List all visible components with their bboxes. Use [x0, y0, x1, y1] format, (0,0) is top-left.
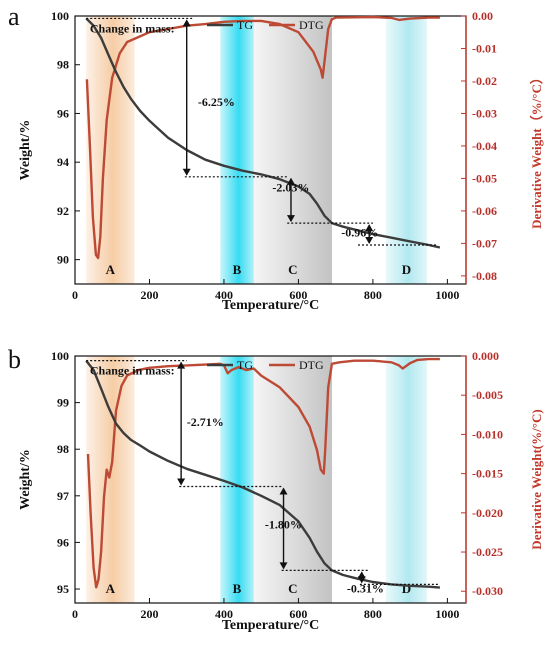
y-tick-label: 90	[57, 253, 69, 267]
arrow-head-up	[365, 224, 374, 232]
region-c	[253, 16, 332, 284]
y2-tick-label: -0.025	[472, 545, 503, 559]
y2-tick-label: -0.05	[472, 171, 497, 185]
y-tick-label: 100	[51, 9, 69, 23]
y-axis-title: Weight/%	[18, 449, 33, 510]
y-tick-label: 96	[57, 535, 69, 549]
arrow-head-up	[286, 177, 295, 185]
y-tick-label: 98	[57, 442, 69, 456]
x-tick-label: 200	[140, 607, 158, 621]
x-tick-label: 800	[364, 607, 382, 621]
dtg-series-line	[86, 357, 440, 589]
y-tick-label: 92	[57, 204, 69, 218]
region-label-d: D	[402, 262, 411, 277]
tg-series-line	[85, 359, 440, 589]
y-tick-label: 98	[57, 58, 69, 72]
y2-tick-label: -0.010	[472, 427, 503, 441]
y2-axis-title: Derivative Weight（%/°C）	[529, 71, 544, 229]
change-in-mass-label: Change in mass:	[90, 21, 175, 35]
mass-change-label: -0.31%	[347, 581, 384, 595]
region-label-c: C	[288, 262, 297, 277]
y2-tick-label: -0.020	[472, 506, 503, 520]
mass-change-label: -0.96%	[341, 225, 378, 239]
arrow-head-up	[182, 19, 191, 27]
arrow-head-down	[357, 576, 366, 584]
y2-tick-label: -0.04	[472, 139, 497, 153]
dtg-series-line	[85, 15, 440, 260]
arrow-head-down	[279, 562, 288, 570]
y2-tick-label: -0.005	[472, 388, 503, 402]
region-label-a: A	[106, 262, 116, 277]
change-in-mass-label: Change in mass:	[90, 364, 175, 378]
y2-tick-label: 0.000	[472, 349, 499, 363]
legend-dtg-label: DTG	[299, 18, 324, 32]
legend-dtg-label: DTG	[299, 358, 324, 372]
y-axis-title: Weight/%	[18, 120, 33, 181]
arrow-head-down	[182, 168, 191, 176]
panel-letter: a	[8, 2, 20, 31]
y-tick-label: 97	[57, 489, 69, 503]
x-tick-label: 400	[215, 607, 233, 621]
y-tick-label: 99	[57, 396, 69, 410]
mass-change-label: -2.03%	[272, 180, 309, 194]
y2-tick-label: -0.030	[472, 584, 503, 598]
region-c	[253, 356, 332, 603]
mass-change-label: -1.80%	[265, 517, 302, 531]
arrow-head-down	[365, 237, 374, 245]
y-tick-label: 95	[57, 582, 69, 596]
x-tick-label: 1000	[435, 607, 459, 621]
region-label-a: A	[106, 581, 116, 596]
y2-axis-title: Derivative Weight(%/°C)	[529, 409, 544, 549]
y2-tick-label: -0.06	[472, 204, 497, 218]
y2-tick-label: -0.01	[472, 41, 497, 55]
arrow-head-down	[286, 215, 295, 223]
arrow-head-down	[177, 478, 186, 486]
x-tick-label: 0	[72, 288, 78, 302]
x-tick-label: 1000	[435, 288, 459, 302]
legend-tg-label: TG	[237, 358, 253, 372]
region-label-c: C	[288, 581, 297, 596]
y2-tick-label: -0.08	[472, 269, 497, 283]
x-tick-label: 600	[289, 607, 307, 621]
region-label-b: B	[233, 581, 242, 596]
x-tick-label: 0	[72, 607, 78, 621]
x-axis-title: Temperature/°C	[222, 618, 319, 633]
panel-b: A B C D 0 200 400 600 800 1000 95 96 97 98 99 100 0.000 -…	[8, 345, 544, 633]
x-tick-label: 400	[215, 288, 233, 302]
arrow-head-up	[279, 487, 288, 495]
region-d	[385, 16, 427, 284]
y2-tick-label: 0.00	[472, 9, 493, 23]
region-b	[220, 356, 254, 603]
y-tick-label: 100	[51, 349, 69, 363]
y-tick-label: 94	[57, 155, 69, 169]
y2-tick-label: -0.07	[472, 236, 497, 250]
region-b	[220, 16, 254, 284]
tg-series-line	[85, 17, 441, 249]
arrow-head-up	[177, 361, 186, 369]
region-d	[385, 356, 427, 603]
mass-change-label: -2.71%	[187, 415, 224, 429]
x-tick-label: 800	[364, 288, 382, 302]
region-label-d: D	[402, 581, 411, 596]
y2-tick-label: -0.015	[472, 467, 503, 481]
panel-a: A B C D 0 200 400 600 800 1000 90 92 94 96 98 100 0.00 -0…	[8, 2, 544, 313]
panel-letter: b	[8, 345, 21, 374]
y2-tick-label: -0.02	[472, 74, 497, 88]
x-axis-title: Temperature/°C	[222, 298, 319, 313]
x-tick-label: 600	[289, 288, 307, 302]
x-tick-label: 200	[140, 288, 158, 302]
mass-change-label: -6.25%	[198, 95, 235, 109]
legend-tg-label: TG	[237, 18, 253, 32]
region-a	[86, 16, 135, 284]
region-label-b: B	[233, 262, 242, 277]
y-tick-label: 96	[57, 106, 69, 120]
y2-tick-label: -0.03	[472, 106, 497, 120]
